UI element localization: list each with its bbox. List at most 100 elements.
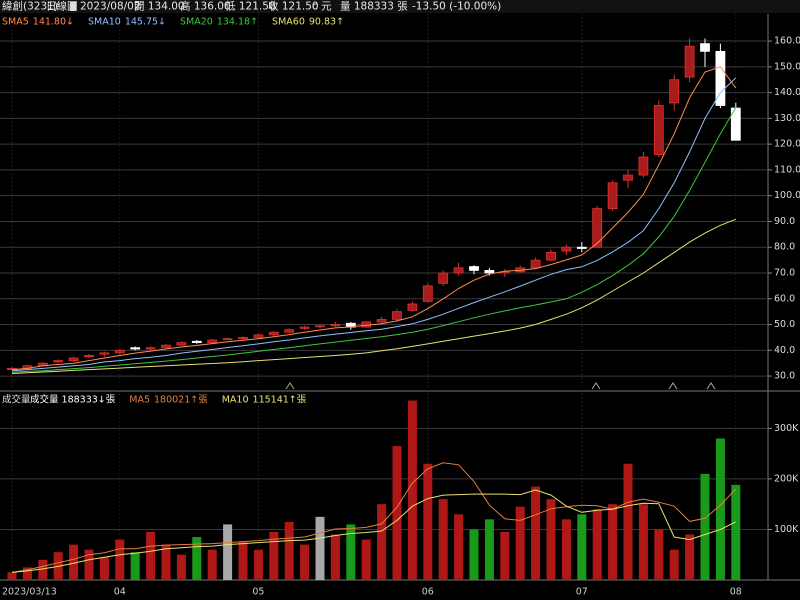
candle-body <box>161 344 171 349</box>
legend-name: SMA10 <box>88 17 121 28</box>
candle-body <box>222 338 233 341</box>
candle-body <box>576 246 587 249</box>
volume-bar <box>377 504 387 580</box>
candle-body <box>145 347 156 350</box>
volume-bar <box>654 529 664 580</box>
legend-name: MA5 <box>129 395 150 406</box>
volume-bar <box>700 473 710 580</box>
volume-bar <box>531 486 541 580</box>
volume-bar <box>115 539 125 580</box>
candle-body <box>176 342 187 346</box>
volume-bar <box>238 542 248 580</box>
volume-bar <box>454 514 464 580</box>
volume-bar <box>392 446 402 580</box>
volume-bar <box>623 463 633 580</box>
marker <box>706 382 716 390</box>
legend-name: MA10 <box>222 395 249 406</box>
volume-bar <box>130 552 140 580</box>
legend-label: 成交量 188333↓張 <box>30 394 116 406</box>
volume-bar <box>284 521 294 580</box>
candle-body <box>607 182 618 209</box>
ma-line <box>11 77 737 372</box>
candle-body <box>299 326 310 329</box>
candle-body <box>453 267 464 274</box>
volume-bar <box>192 537 202 580</box>
ma-line <box>11 218 736 374</box>
ma-line <box>11 66 737 371</box>
close: 收 121.50 <box>268 0 319 13</box>
volume-bar <box>84 549 94 580</box>
y-tick-label: 150.0 <box>774 61 800 72</box>
y-tick-label: 60.0 <box>774 293 795 304</box>
volume-bar <box>315 516 325 580</box>
volume-bar <box>99 557 109 580</box>
candle-body <box>268 331 279 336</box>
volume-bar <box>515 506 525 580</box>
y-tick-label: 100.0 <box>774 190 800 201</box>
x-tick-label: 06 <box>422 587 434 598</box>
candle-body <box>669 79 680 104</box>
x-tick-label: 07 <box>576 587 588 598</box>
x-tick-label: 04 <box>114 587 126 598</box>
candle-body <box>284 329 295 333</box>
candle-body <box>53 360 64 363</box>
candle-body <box>484 270 495 274</box>
volume-bar <box>608 504 618 580</box>
period: 日線圖 <box>46 0 78 13</box>
volume-bar <box>407 400 417 580</box>
volume-bar <box>685 534 695 580</box>
candle-body <box>68 357 79 362</box>
volume-bar <box>500 531 510 580</box>
volume-bar <box>561 519 571 580</box>
markers <box>285 382 716 390</box>
volume-bar <box>161 544 171 580</box>
y-tick-label: 300K <box>774 423 799 434</box>
volume-bar <box>253 549 263 580</box>
volume-bar <box>346 524 356 580</box>
candle-body <box>376 318 387 323</box>
volume-bar <box>269 531 279 580</box>
low: 低 121.50 <box>225 0 276 13</box>
volume-bar <box>176 554 186 580</box>
ma-line <box>11 489 737 573</box>
ma-line <box>11 462 737 573</box>
y-tick-label: 120.0 <box>774 139 800 150</box>
candle-body <box>130 347 141 350</box>
candle-body <box>407 303 418 311</box>
y-tick-label: 130.0 <box>774 113 800 124</box>
volume-bar <box>361 539 371 580</box>
legend-name: SMA5 <box>2 17 29 28</box>
y-tick-label: 140.0 <box>774 87 800 98</box>
candle-body <box>623 174 633 181</box>
x-tick-label: 05 <box>252 587 264 598</box>
candle-body <box>253 334 264 338</box>
panel-title: 成交量 <box>2 394 31 406</box>
candle-body <box>330 324 341 327</box>
volume-bar <box>592 509 602 580</box>
volume-bar <box>469 529 479 580</box>
legend-value: 90.83↑ <box>309 17 344 28</box>
legend-value: 115141↑張 <box>253 395 307 406</box>
legend-name: SMA20 <box>180 17 213 28</box>
candle-body <box>438 272 449 284</box>
candle-body <box>238 337 248 340</box>
volume-bar <box>69 544 79 580</box>
y-tick-label: 100K <box>774 524 799 535</box>
unit: c 元 <box>312 1 332 13</box>
volume-bar <box>638 504 648 580</box>
open: 開 134.00 <box>134 1 185 13</box>
marker <box>285 382 295 390</box>
y-tick-label: 40.0 <box>774 345 795 356</box>
candle-body <box>469 266 479 271</box>
ma-line <box>11 107 737 373</box>
x-tick-label: 08 <box>730 587 742 598</box>
volume-bar <box>577 514 587 580</box>
candle-body <box>700 43 710 52</box>
candle-body <box>422 285 433 302</box>
candle-body <box>315 325 325 328</box>
y-tick-label: 110.0 <box>774 164 800 175</box>
volume-bar <box>715 438 725 580</box>
symbol: 緯創(3231) <box>2 0 58 13</box>
legend-value: 180021↑張 <box>154 395 208 406</box>
